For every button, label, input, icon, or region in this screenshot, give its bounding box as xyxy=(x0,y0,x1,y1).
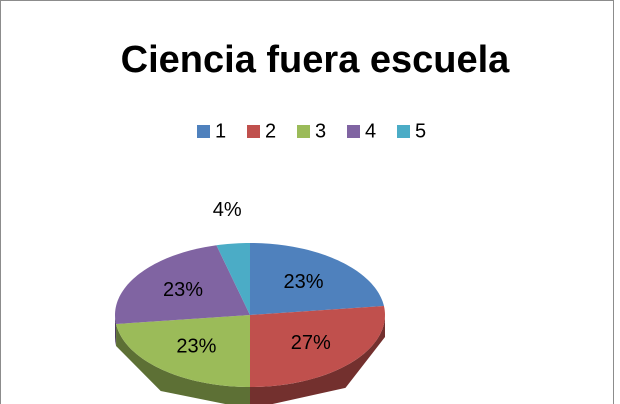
legend-label: 5 xyxy=(415,120,426,142)
legend-swatch xyxy=(247,125,260,138)
data-label: 27% xyxy=(291,332,331,354)
legend-label: 3 xyxy=(315,120,326,142)
data-label: 23% xyxy=(284,271,324,293)
pie-slice xyxy=(250,305,385,387)
data-label: 23% xyxy=(176,336,216,358)
pie-side xyxy=(115,315,117,347)
legend-label: 2 xyxy=(265,120,276,142)
data-label: 4% xyxy=(213,199,242,221)
legend-label: 4 xyxy=(365,120,376,142)
pie-side xyxy=(250,315,385,404)
pie-slice xyxy=(216,243,250,315)
legend-swatch xyxy=(347,125,360,138)
data-label: 23% xyxy=(163,279,203,301)
legend-label: 1 xyxy=(215,120,226,142)
pie-side xyxy=(116,324,250,404)
legend-swatch xyxy=(397,125,410,138)
pie-slice xyxy=(250,243,384,315)
legend-swatch xyxy=(197,125,210,138)
pie-slice xyxy=(115,245,250,325)
legend-swatch xyxy=(297,125,310,138)
chart-title: Ciencia fuera escuela xyxy=(121,39,511,81)
pie-slice xyxy=(116,315,250,387)
